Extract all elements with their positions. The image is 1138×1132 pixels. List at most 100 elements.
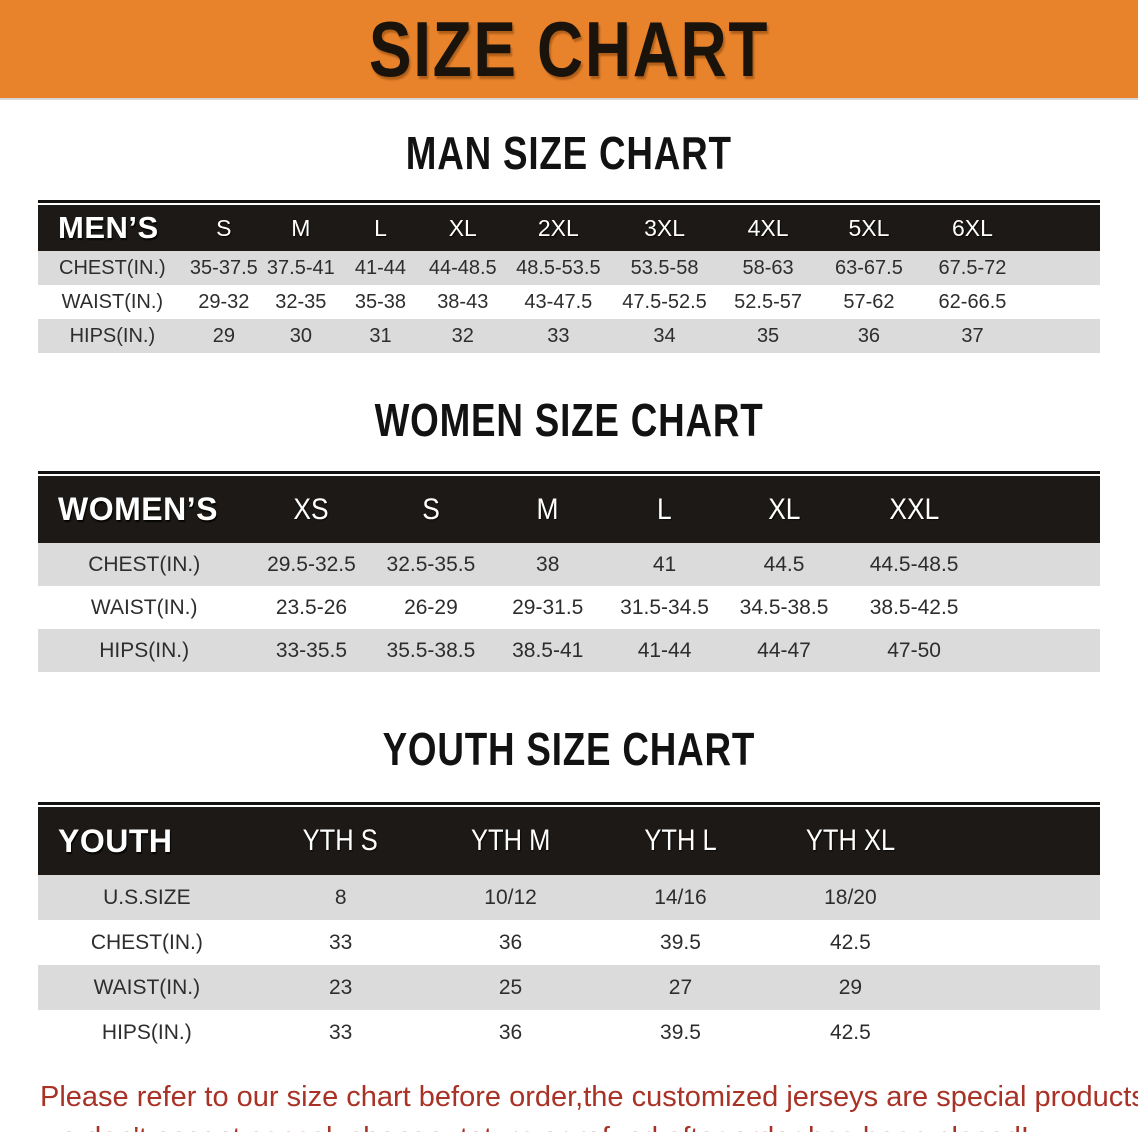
women-value-cell: 32.5-35.5 (386, 552, 476, 576)
women-row-label: HIPS(IN.) (99, 638, 190, 662)
women-measure-row: CHEST(IN.) 29.5-32.5 32.5-35.5 38 41 44.5 44.5… (38, 543, 1100, 586)
men-value-cell: 52.5-57 (734, 290, 802, 313)
men-value-cell: 38-43 (437, 290, 489, 313)
men-value-cell: 62-66.5 (938, 290, 1007, 313)
men-value-cell: 57-62 (843, 290, 895, 313)
women-value-cell: 33-35.5 (275, 638, 348, 662)
youth-measure-row: HIPS(IN.) 33 36 39.5 42.5 (38, 1010, 1100, 1055)
men-size-header: 3XL (611, 205, 718, 251)
men-value-cell: 35-38 (354, 290, 407, 313)
men-measure-row: HIPS(IN.) 29 30 31 32 33 34 35 36 37 (38, 319, 1100, 353)
women-size-table-container: WOMEN’S XS S M L XL XXL CHEST(IN.) 29.5-32.5 32.5… (38, 471, 1100, 672)
filler-cell (935, 1010, 1100, 1055)
men-size-header: M (261, 205, 341, 251)
youth-row-label: HIPS(IN.) (101, 1020, 192, 1044)
filler-cell (935, 875, 1100, 920)
youth-value-cell: 10/12 (484, 885, 537, 909)
filler-header-cell (935, 807, 1100, 875)
men-row-label: CHEST(IN.) (59, 256, 166, 279)
youth-value-cell: 14/16 (654, 885, 707, 909)
women-measure-row: WAIST(IN.) 23.5-26 26-29 29-31.5 31.5-34.5 34… (38, 586, 1100, 629)
women-value-cell: 35.5-38.5 (386, 638, 476, 662)
men-value-cell: 31 (369, 324, 392, 347)
youth-value-cell: 23 (328, 975, 353, 999)
youth-row-label: WAIST(IN.) (93, 975, 201, 999)
youth-value-cell: 8 (334, 885, 347, 909)
women-value-cell: 29.5-32.5 (267, 552, 356, 576)
filler-cell (935, 965, 1100, 1010)
women-corner-label: WOMEN’S (38, 476, 251, 543)
filler-cell (1026, 319, 1100, 353)
banner: SIZE CHART (0, 0, 1138, 100)
youth-value-cell: 33 (328, 1020, 353, 1044)
men-value-cell: 29 (212, 324, 235, 347)
youth-section-heading-text: YOUTH SIZE CHART (382, 723, 756, 775)
men-value-cell: 58-63 (742, 256, 794, 279)
men-size-header: 2XL (505, 205, 612, 251)
women-value-cell: 44.5-48.5 (869, 552, 959, 576)
women-section: WOMEN SIZE CHART WOMEN’S XS S M L XL XXL CHEST(… (0, 393, 1138, 672)
youth-size-table: YOUTH YTH S YTH M YTH L YTH XL U.S.SIZE 8 10/12… (38, 807, 1100, 1055)
youth-value-cell: 29 (838, 975, 863, 999)
filler-cell (983, 586, 1100, 629)
youth-value-cell: 42.5 (829, 1020, 871, 1044)
women-size-header: XS (250, 476, 373, 543)
men-value-cell: 30 (289, 324, 312, 347)
men-measure-row: WAIST(IN.) 29-32 32-35 35-38 38-43 43-47.5 47.… (38, 285, 1100, 319)
youth-value-cell: 39.5 (660, 1020, 701, 1044)
women-value-cell: 31.5-34.5 (620, 595, 709, 619)
youth-header-row: YOUTH YTH S YTH M YTH L YTH XL (38, 807, 1100, 875)
youth-size-header: YTH M (425, 807, 596, 875)
youth-size-header: YTH XL (765, 807, 936, 875)
youth-value-cell: 27 (668, 975, 693, 999)
women-size-header: M (489, 476, 607, 543)
youth-row-label: CHEST(IN.) (90, 930, 203, 954)
men-measure-row: CHEST(IN.) 35-37.5 37.5-41 41-44 44-48.5 48.5… (38, 251, 1100, 285)
filler-cell (983, 543, 1100, 586)
youth-measure-row: CHEST(IN.) 33 36 39.5 42.5 (38, 920, 1100, 965)
men-size-header: L (340, 205, 421, 251)
women-value-cell: 44.5 (763, 552, 805, 576)
women-size-header: L (606, 476, 723, 543)
women-size-header: XL (722, 476, 846, 543)
women-value-cell: 38.5-42.5 (869, 595, 959, 619)
men-size-header: S (186, 205, 262, 251)
women-value-cell: 44-47 (757, 638, 811, 662)
filler-header-cell (983, 476, 1100, 543)
youth-section-heading: YOUTH SIZE CHART (0, 722, 1138, 776)
women-value-cell: 34.5-38.5 (739, 595, 829, 619)
men-value-cell: 35 (756, 324, 780, 347)
men-value-cell: 37 (961, 324, 984, 347)
youth-value-cell: 18/20 (824, 885, 877, 909)
women-value-cell: 47-50 (887, 638, 941, 662)
youth-section: YOUTH SIZE CHART YOUTH YTH S YTH M YTH L YTH… (0, 722, 1138, 1055)
men-value-cell: 32 (451, 324, 474, 347)
men-row-label: HIPS(IN.) (69, 324, 156, 347)
women-value-cell: 26-29 (404, 595, 458, 619)
women-section-heading: WOMEN SIZE CHART (0, 393, 1138, 447)
men-row-label: WAIST(IN.) (61, 290, 164, 313)
men-value-cell: 29-32 (198, 290, 250, 313)
filler-cell (935, 920, 1100, 965)
footer-line-1: Please refer to our size chart before or… (40, 1081, 1138, 1113)
youth-value-cell: 36 (498, 1020, 523, 1044)
men-size-table: MEN’S S M L XL 2XL 3XL 4XL 5XL 6XL CHEST(IN.) 35-37… (38, 205, 1100, 353)
men-value-cell: 35-37.5 (189, 256, 258, 279)
men-corner-label: MEN’S (38, 205, 187, 251)
women-size-header: XXL (845, 476, 984, 543)
filler-cell (983, 629, 1100, 672)
men-section-heading-text: MAN SIZE CHART (405, 127, 733, 179)
men-value-cell: 37.5-41 (266, 256, 335, 279)
men-size-header: 4XL (717, 205, 819, 251)
men-value-cell: 34 (653, 324, 676, 347)
footer-line-2: we don't accept cancel, change, teturn o… (40, 1118, 1138, 1132)
filler-cell (1026, 285, 1100, 319)
youth-corner-label: YOUTH (38, 807, 256, 875)
men-value-cell: 53.5-58 (630, 256, 699, 279)
women-value-cell: 29-31.5 (512, 595, 584, 619)
men-value-cell: 44-48.5 (428, 256, 497, 279)
youth-size-header: YTH L (595, 807, 766, 875)
men-section-heading: MAN SIZE CHART (0, 126, 1138, 180)
women-header-row: WOMEN’S XS S M L XL XXL (38, 476, 1100, 543)
